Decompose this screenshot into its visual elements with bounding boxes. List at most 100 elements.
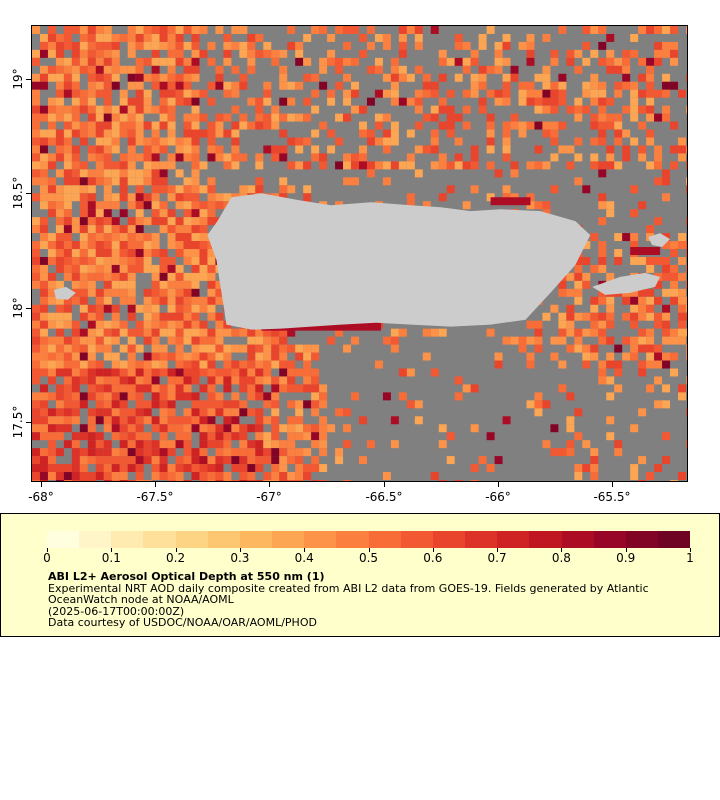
- aod-pixel: [566, 288, 575, 297]
- aod-pixel: [247, 448, 256, 457]
- aod-pixel: [199, 408, 208, 417]
- aod-pixel: [462, 57, 471, 66]
- aod-pixel: [95, 256, 104, 265]
- aod-pixel: [111, 288, 120, 297]
- aod-pixel: [207, 137, 216, 146]
- aod-pixel: [207, 432, 216, 441]
- aod-pixel: [678, 137, 687, 146]
- aod-pixel: [63, 57, 72, 66]
- aod-pixel: [686, 185, 687, 194]
- aod-pixel: [215, 408, 224, 417]
- aod-pixel: [143, 376, 152, 385]
- aod-pixel: [598, 137, 607, 146]
- aod-pixel: [79, 256, 88, 265]
- aod-pixel: [223, 448, 232, 457]
- aod-pixel: [39, 408, 48, 417]
- aod-pixel: [79, 288, 88, 297]
- aod-pixel: [255, 464, 264, 473]
- aod-pixel: [550, 121, 559, 130]
- aod-pixel: [247, 368, 256, 377]
- aod-pixel: [183, 249, 192, 257]
- aod-pixel: [47, 392, 56, 401]
- aod-pixel: [295, 424, 304, 433]
- aod-pixel: [654, 400, 663, 409]
- aod-pixel: [127, 33, 136, 42]
- aod-pixel: [335, 456, 344, 465]
- aod-pixel: [311, 456, 320, 465]
- aod-pixel: [454, 41, 463, 50]
- aod-pixel: [111, 57, 120, 66]
- aod-pixel: [159, 137, 168, 146]
- aod-pixel: [32, 424, 40, 433]
- colorbar-segment: [400, 531, 433, 548]
- aod-pixel: [630, 137, 639, 146]
- aod-pixel: [32, 264, 40, 273]
- aod-pixel: [119, 121, 128, 130]
- aod-pixel: [390, 440, 399, 449]
- aod-pixel: [159, 392, 168, 401]
- aod-pixel: [590, 296, 599, 305]
- aod-pixel: [151, 472, 160, 481]
- aod-pixel: [167, 153, 176, 162]
- aod-pixel: [63, 352, 72, 361]
- aod-pixel: [558, 81, 567, 90]
- aod-pixel: [319, 392, 328, 401]
- colorbar-tick: [111, 548, 113, 552]
- aod-pixel: [183, 424, 192, 433]
- aod-pixel: [438, 440, 447, 449]
- aod-pixel: [239, 472, 248, 481]
- aod-pixel: [215, 129, 224, 138]
- aod-pixel: [151, 121, 160, 130]
- aod-pixel: [502, 416, 511, 425]
- aod-pixel: [167, 209, 176, 218]
- aod-pixel: [103, 209, 112, 218]
- aod-pixel: [32, 153, 40, 162]
- aod-pixel: [87, 33, 96, 42]
- aod-pixel: [151, 392, 160, 401]
- aod-pixel: [159, 384, 168, 393]
- aod-pixel: [343, 480, 352, 481]
- aod-pixel: [598, 376, 607, 385]
- aod-pixel: [542, 73, 551, 82]
- aod-pixel: [103, 121, 112, 130]
- aod-pixel: [406, 129, 415, 138]
- aod-pixel: [574, 137, 583, 146]
- aod-pixel: [39, 49, 48, 58]
- aod-pixel: [103, 472, 112, 481]
- aod-pixel: [95, 272, 104, 281]
- aod-pixel: [55, 193, 64, 202]
- aod-pixel: [207, 177, 216, 186]
- aod-pixel: [79, 432, 88, 441]
- aod-pixel: [231, 360, 240, 369]
- aod-pixel: [55, 312, 64, 321]
- aod-pixel: [151, 360, 160, 369]
- aod-pixel: [231, 392, 240, 401]
- aod-pixel: [231, 416, 240, 425]
- aod-pixel: [79, 296, 88, 305]
- aod-pixel: [215, 400, 224, 409]
- aod-pixel: [550, 57, 559, 66]
- aod-pixel: [63, 392, 72, 401]
- aod-pixel: [374, 161, 383, 170]
- aod-pixel: [247, 408, 256, 417]
- aod-pixel: [183, 480, 192, 481]
- aod-pixel: [151, 336, 160, 345]
- aod-pixel: [534, 97, 543, 106]
- aod-pixel: [71, 185, 80, 194]
- aod-pixel: [630, 288, 639, 297]
- aod-pixel: [590, 137, 599, 146]
- aod-pixel: [79, 233, 88, 242]
- aod-pixel: [95, 336, 104, 345]
- aod-pixel: [215, 193, 224, 202]
- aod-pixel: [32, 73, 40, 82]
- aod-pixel: [566, 440, 575, 449]
- aod-pixel: [111, 392, 120, 401]
- aod-pixel: [47, 153, 56, 162]
- aod-pixel: [135, 177, 144, 186]
- aod-pixel: [295, 480, 304, 481]
- aod-pixel: [590, 312, 599, 321]
- aod-pixel: [135, 33, 144, 42]
- aod-pixel: [207, 193, 216, 202]
- aod-pixel: [47, 464, 56, 473]
- aod-pixel: [430, 161, 439, 170]
